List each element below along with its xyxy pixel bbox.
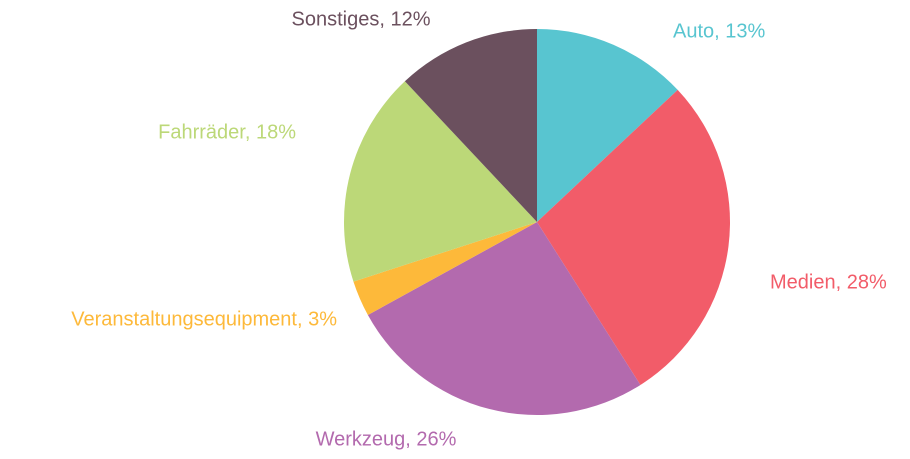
data-label: Fahrräder, 18%: [158, 121, 296, 143]
pie-slice: [537, 89, 730, 385]
pie-slice: [537, 29, 678, 222]
data-label: Medien, 28%: [770, 271, 887, 293]
data-label: Veranstaltungsequipment, 3%: [71, 308, 337, 330]
data-label: Sonstiges, 12%: [292, 8, 431, 30]
pie-slice: [344, 81, 537, 282]
pie-slice: [404, 29, 537, 222]
data-label: Auto, 13%: [673, 20, 766, 42]
data-label: Werkzeug, 26%: [316, 428, 457, 450]
pie-slice: [353, 222, 537, 315]
pie-slice: [367, 222, 641, 415]
